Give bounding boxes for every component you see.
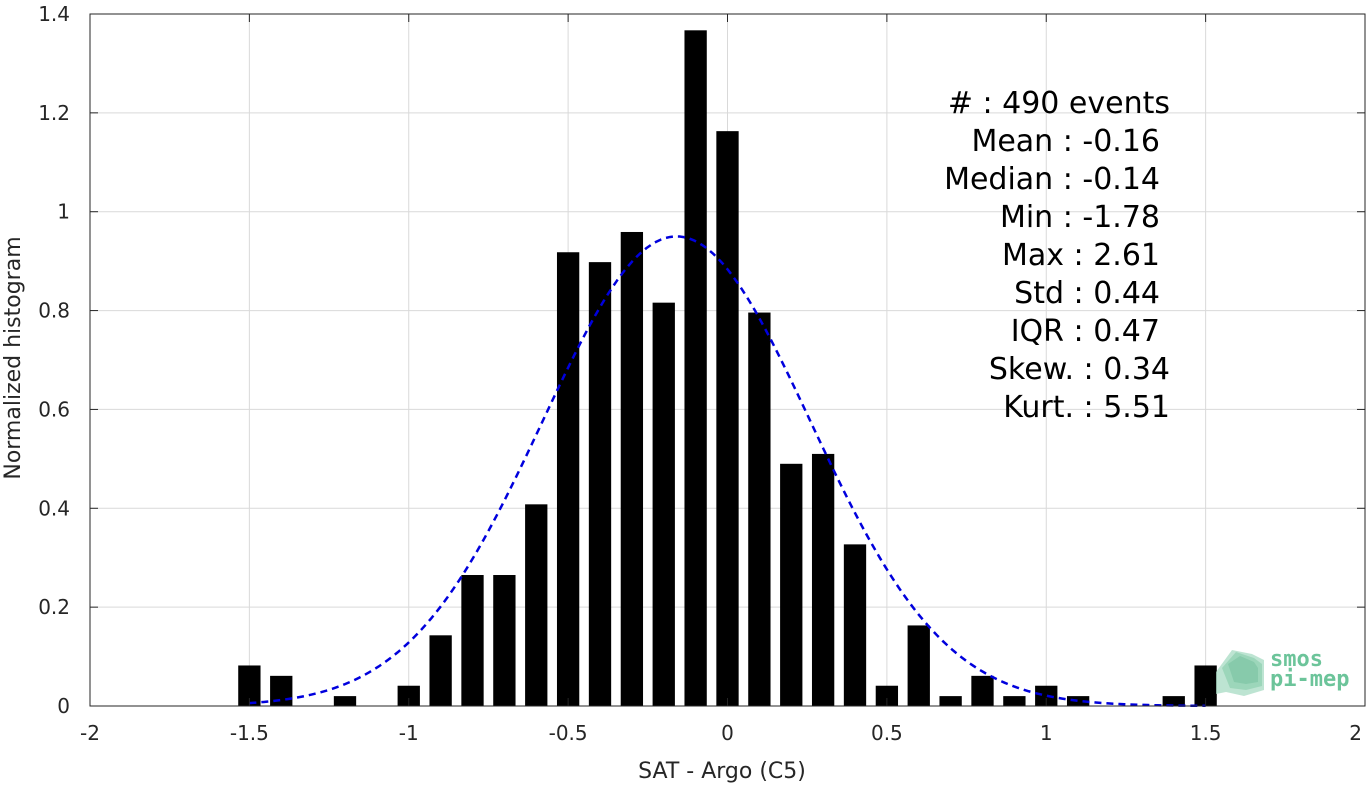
histogram-bar [556,252,580,706]
x-tick-label: 1 [1040,721,1053,745]
x-tick-label: 0 [721,721,734,745]
stats-line: Median : -0.14 [944,162,1160,197]
y-tick-label: 1.2 [38,101,70,125]
x-tick-label: 0.5 [871,721,903,745]
logo-wave-icon [1216,650,1264,696]
x-axis-label: SAT - Argo (C5) [638,759,806,784]
histogram-bar [1003,696,1026,706]
y-tick-label: 0.6 [38,397,70,421]
y-tick-label: 1.4 [38,2,70,26]
histogram-bar [461,575,484,706]
histogram-bar [748,312,771,706]
stats-line: # : 490 events [948,86,1170,121]
histogram-bar [652,302,675,706]
histogram-bar [907,625,930,706]
smos-pi-mep-logo: smos pi-mep [1216,647,1349,696]
y-tick-label: 1 [57,200,70,224]
histogram-bar [939,696,962,706]
stats-line: Std : 0.44 [1014,276,1160,311]
histogram-bar [1035,685,1058,706]
histogram-bar [493,575,516,706]
axes [89,13,1366,707]
stats-line: Max : 2.61 [1002,238,1160,273]
histogram-bar [397,685,420,706]
stats-line: Kurt. : 5.51 [1003,390,1170,425]
y-tick-label: 0.4 [38,496,70,520]
x-tick-label: -1 [399,721,419,745]
histogram-bar [1162,696,1185,706]
histogram-bar [238,665,261,706]
histogram-bar [525,504,548,706]
x-tick-label: 2 [1349,721,1362,745]
histogram-bar [620,231,644,707]
gaussian-fit-line [249,235,1206,708]
y-tick-label: 0.8 [38,299,70,323]
x-tick-label: 1.5 [1190,721,1222,745]
histogram-bar [716,131,739,706]
histogram-bars [238,30,1217,707]
histogram-bar [429,635,452,706]
histogram-bar [1194,665,1217,706]
y-axis-label: Normalized histogram [1,236,26,479]
stats-line: IQR : 0.47 [1011,314,1160,349]
stats-line: Min : -1.78 [1000,200,1160,235]
histogram-bar [684,30,707,707]
histogram-bar [1066,696,1090,706]
histogram-bar [333,696,357,706]
logo-line2: pi-mep [1270,667,1349,692]
histogram-bar [780,463,803,706]
stats-line: Mean : -0.16 [971,124,1160,159]
histogram-bar [588,262,612,706]
y-tick-label: 0.2 [38,595,70,619]
logo-line1: smos [1270,647,1323,672]
x-tick-label: -1.5 [230,721,269,745]
x-tick-label: -2 [80,721,100,745]
gaussian-fit-curve [249,235,1206,708]
histogram-bar [875,685,899,706]
histogram-bar [811,453,835,706]
histogram-bar [971,675,994,706]
histogram-bar [843,544,867,706]
tick-labels: -2 -1.5 -1 -0.5 0 0.5 1 1.5 2 0 0.2 0.4 0.6 0.8 1 1.2 1.… [38,2,1362,745]
x-tick-label: -0.5 [549,721,588,745]
y-tick-label: 0 [57,694,70,718]
stats-line: Skew. : 0.34 [989,352,1170,387]
